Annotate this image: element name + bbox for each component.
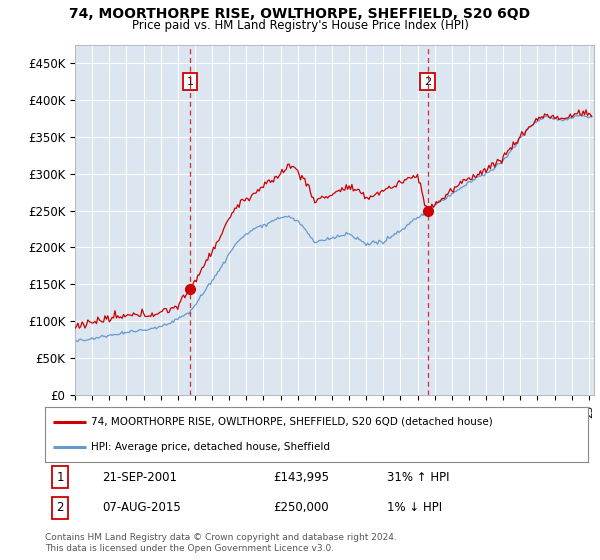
Text: 21-SEP-2001: 21-SEP-2001 bbox=[102, 470, 177, 484]
Text: Contains HM Land Registry data © Crown copyright and database right 2024.
This d: Contains HM Land Registry data © Crown c… bbox=[45, 533, 397, 553]
Text: 74, MOORTHORPE RISE, OWLTHORPE, SHEFFIELD, S20 6QD (detached house): 74, MOORTHORPE RISE, OWLTHORPE, SHEFFIEL… bbox=[91, 417, 493, 427]
Text: £143,995: £143,995 bbox=[273, 470, 329, 484]
Text: 07-AUG-2015: 07-AUG-2015 bbox=[102, 501, 181, 515]
Text: 74, MOORTHORPE RISE, OWLTHORPE, SHEFFIELD, S20 6QD: 74, MOORTHORPE RISE, OWLTHORPE, SHEFFIEL… bbox=[70, 7, 530, 21]
Text: HPI: Average price, detached house, Sheffield: HPI: Average price, detached house, Shef… bbox=[91, 442, 330, 452]
Text: 2: 2 bbox=[424, 77, 431, 87]
Text: Price paid vs. HM Land Registry's House Price Index (HPI): Price paid vs. HM Land Registry's House … bbox=[131, 19, 469, 32]
Text: 31% ↑ HPI: 31% ↑ HPI bbox=[387, 470, 449, 484]
Text: 2: 2 bbox=[56, 501, 64, 515]
Text: £250,000: £250,000 bbox=[273, 501, 329, 515]
Text: 1% ↓ HPI: 1% ↓ HPI bbox=[387, 501, 442, 515]
Text: 1: 1 bbox=[187, 77, 194, 87]
Text: 1: 1 bbox=[56, 470, 64, 484]
